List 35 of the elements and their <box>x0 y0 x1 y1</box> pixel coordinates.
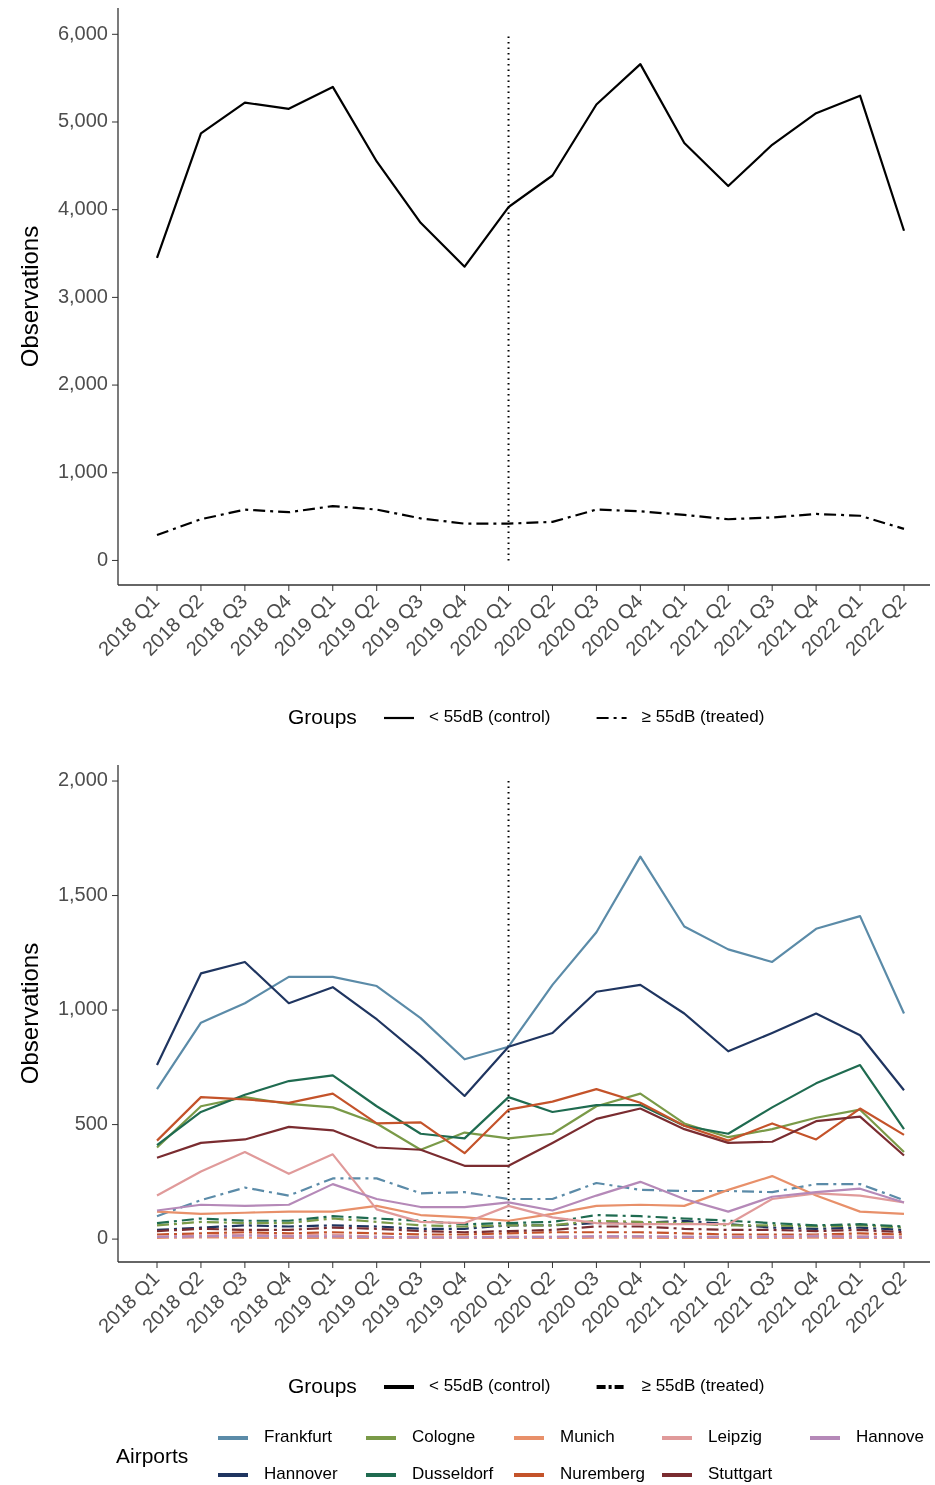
y-tick-label: 3,000 <box>57 284 108 307</box>
legend-label: Cologne <box>412 1427 476 1447</box>
legend-label: Dusseldorf <box>412 1464 494 1484</box>
legend-label: Hannover <box>264 1464 339 1484</box>
line-series <box>155 960 906 1098</box>
line-series <box>155 63 906 268</box>
y-tick-label: 2,000 <box>57 768 108 791</box>
y-tick-label: 1,500 <box>57 882 108 905</box>
y-tick-label: 2,000 <box>57 372 108 395</box>
y-axis-title: Observations <box>16 225 44 368</box>
legend-label: Stuttgart <box>708 1464 773 1484</box>
y-tick-label: 1,000 <box>57 460 108 483</box>
line-series <box>155 855 906 1091</box>
y-tick-label: 0 <box>96 547 108 570</box>
legend-title: Groups <box>288 704 357 728</box>
y-tick-label: 6,000 <box>57 21 108 44</box>
legend-label: Leipzig <box>708 1427 762 1447</box>
legend-label: Hannove <box>856 1427 925 1447</box>
y-tick-label: 5,000 <box>57 109 108 132</box>
text: ≥ 55dB (treated) <box>641 1376 765 1396</box>
legend-title: Airports <box>116 1443 189 1467</box>
line-series <box>155 1063 906 1147</box>
legend-label: Frankfurt <box>264 1427 333 1447</box>
text: Groups <box>288 1373 357 1397</box>
text: < 55dB (control) <box>429 1376 551 1396</box>
y-tick-label: 500 <box>74 1111 108 1134</box>
y-axis-title: Observations <box>16 942 44 1085</box>
legend-label: ≥ 55dB (treated) <box>641 707 765 727</box>
legend-label: Munich <box>560 1427 615 1447</box>
y-tick-label: 1,000 <box>57 997 108 1020</box>
y-tick-label: 0 <box>96 1226 108 1249</box>
legend-label: Nuremberg <box>560 1464 646 1484</box>
line-series <box>155 1107 906 1167</box>
legend-label: < 55dB (control) <box>429 707 551 727</box>
y-tick-label: 4,000 <box>57 196 108 219</box>
